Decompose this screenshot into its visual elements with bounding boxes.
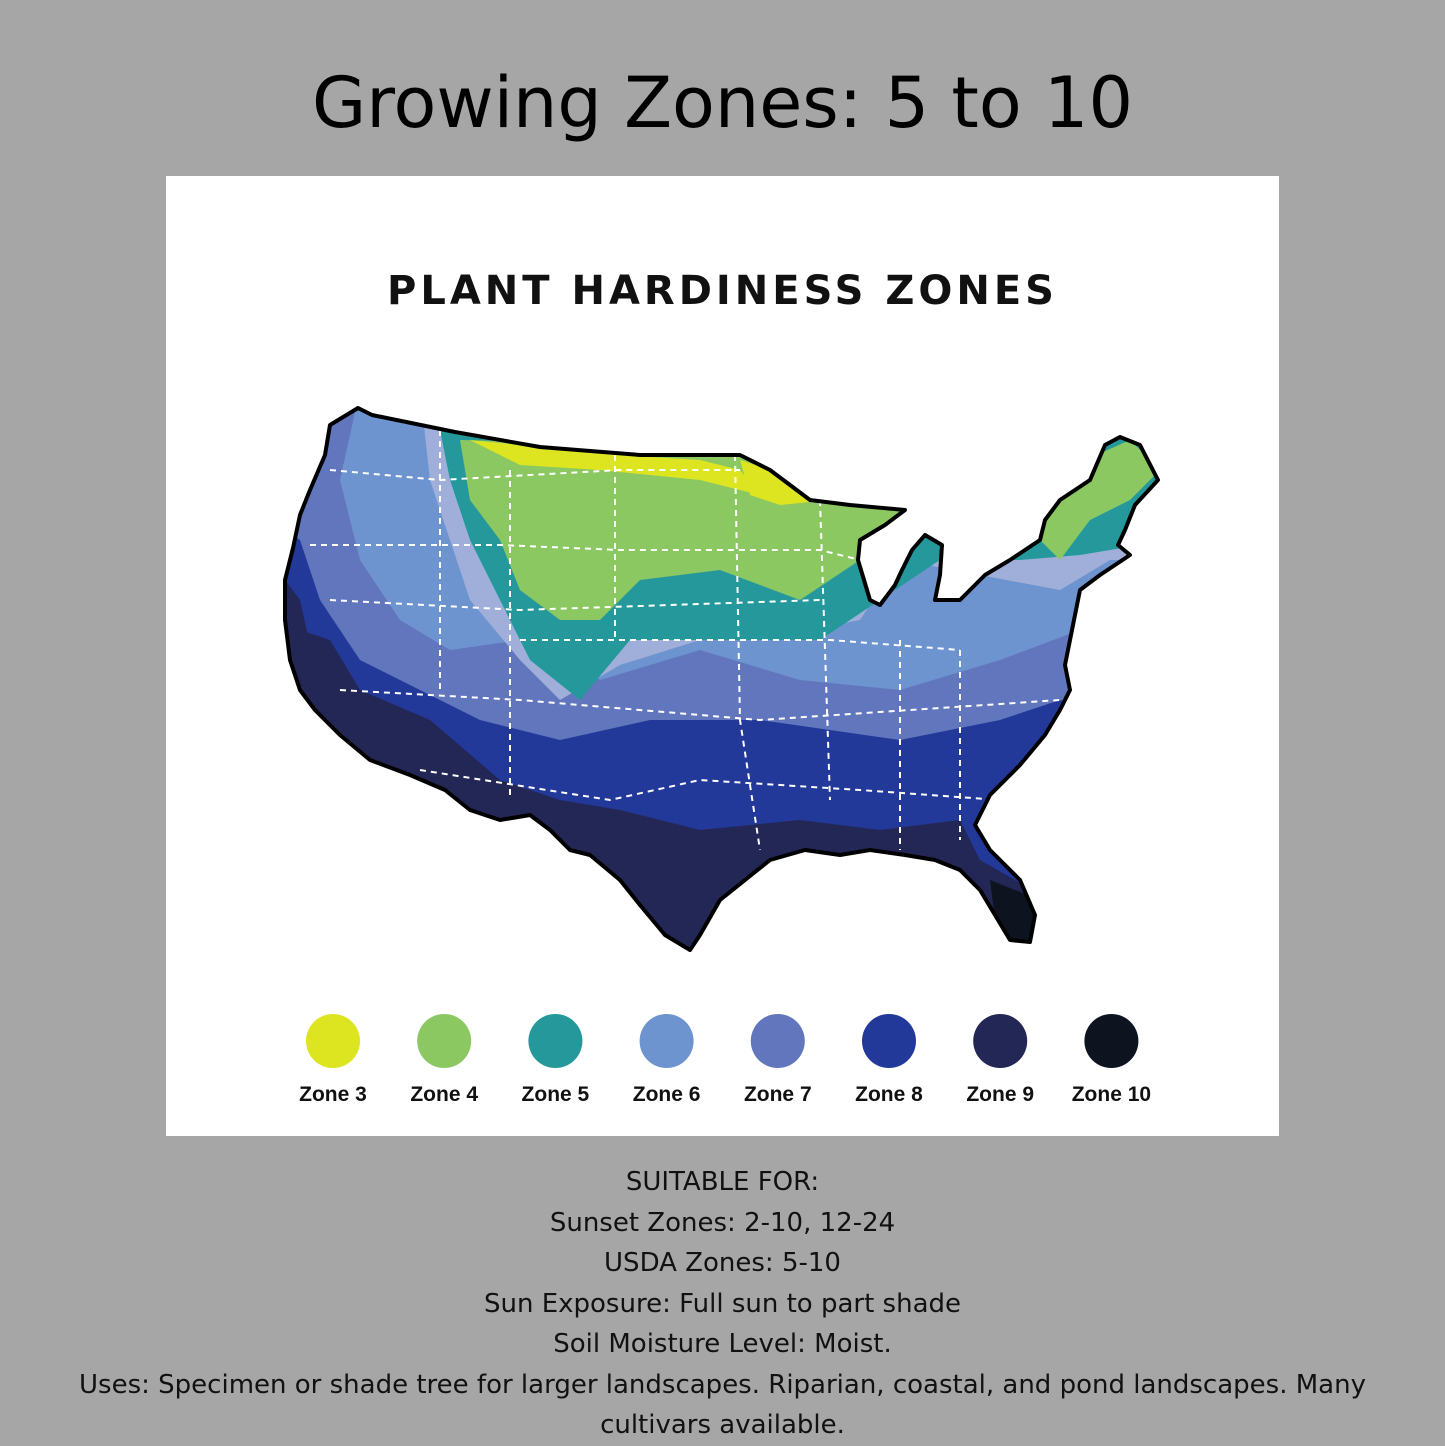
sun-exposure: Sun Exposure: Full sun to part shade — [483, 1288, 961, 1319]
legend-label-zone-10: Zone 10 — [1072, 1083, 1151, 1106]
legend-swatch-zone-3 — [306, 1014, 360, 1068]
uses: Uses: Specimen or shade tree for larger … — [79, 1369, 1366, 1441]
map-legend: Zone 3 Zone 4 Zone 5 Zone 6 Zone 7 Zone 8 Zone… — [299, 1014, 1151, 1106]
page-heading: Growing Zones: 5 to 10 — [312, 62, 1133, 144]
suitable-for-heading: SUITABLE FOR: — [625, 1167, 820, 1197]
legend-label-zone-8: Zone 8 — [855, 1083, 923, 1106]
usda-zones: USDA Zones: 5-10 — [604, 1248, 841, 1278]
legend-swatch-zone-4 — [417, 1014, 472, 1068]
legend-label-zone-9: Zone 9 — [966, 1083, 1034, 1106]
legend-label-zone-7: Zone 7 — [744, 1083, 812, 1106]
state-borders — [310, 430, 1061, 851]
legend-swatch-zone-6 — [639, 1014, 694, 1068]
legend-swatch-zone-7 — [750, 1014, 805, 1068]
plant-info: SUITABLE FOR: Sunset Zones: 2-10, 12-24 … — [40, 1162, 1405, 1446]
soil-moisture: Soil Moisture Level: Moist. — [553, 1329, 892, 1359]
legend-swatch-zone-5 — [528, 1014, 583, 1068]
legend-label-zone-4: Zone 4 — [410, 1083, 478, 1106]
legend-label-zone-5: Zone 5 — [522, 1083, 590, 1106]
legend-swatch-zone-9 — [973, 1014, 1028, 1068]
legend-label-zone-6: Zone 6 — [633, 1083, 701, 1106]
sunset-zones: Sunset Zones: 2-10, 12-24 — [549, 1207, 896, 1238]
legend-swatch-zone-10 — [1084, 1014, 1139, 1068]
legend-label-zone-3: Zone 3 — [299, 1083, 367, 1106]
legend-swatch-zone-8 — [862, 1014, 916, 1068]
zone-bands — [285, 408, 1158, 950]
map-title: PLANT HARDINESS ZONES — [387, 268, 1058, 314]
